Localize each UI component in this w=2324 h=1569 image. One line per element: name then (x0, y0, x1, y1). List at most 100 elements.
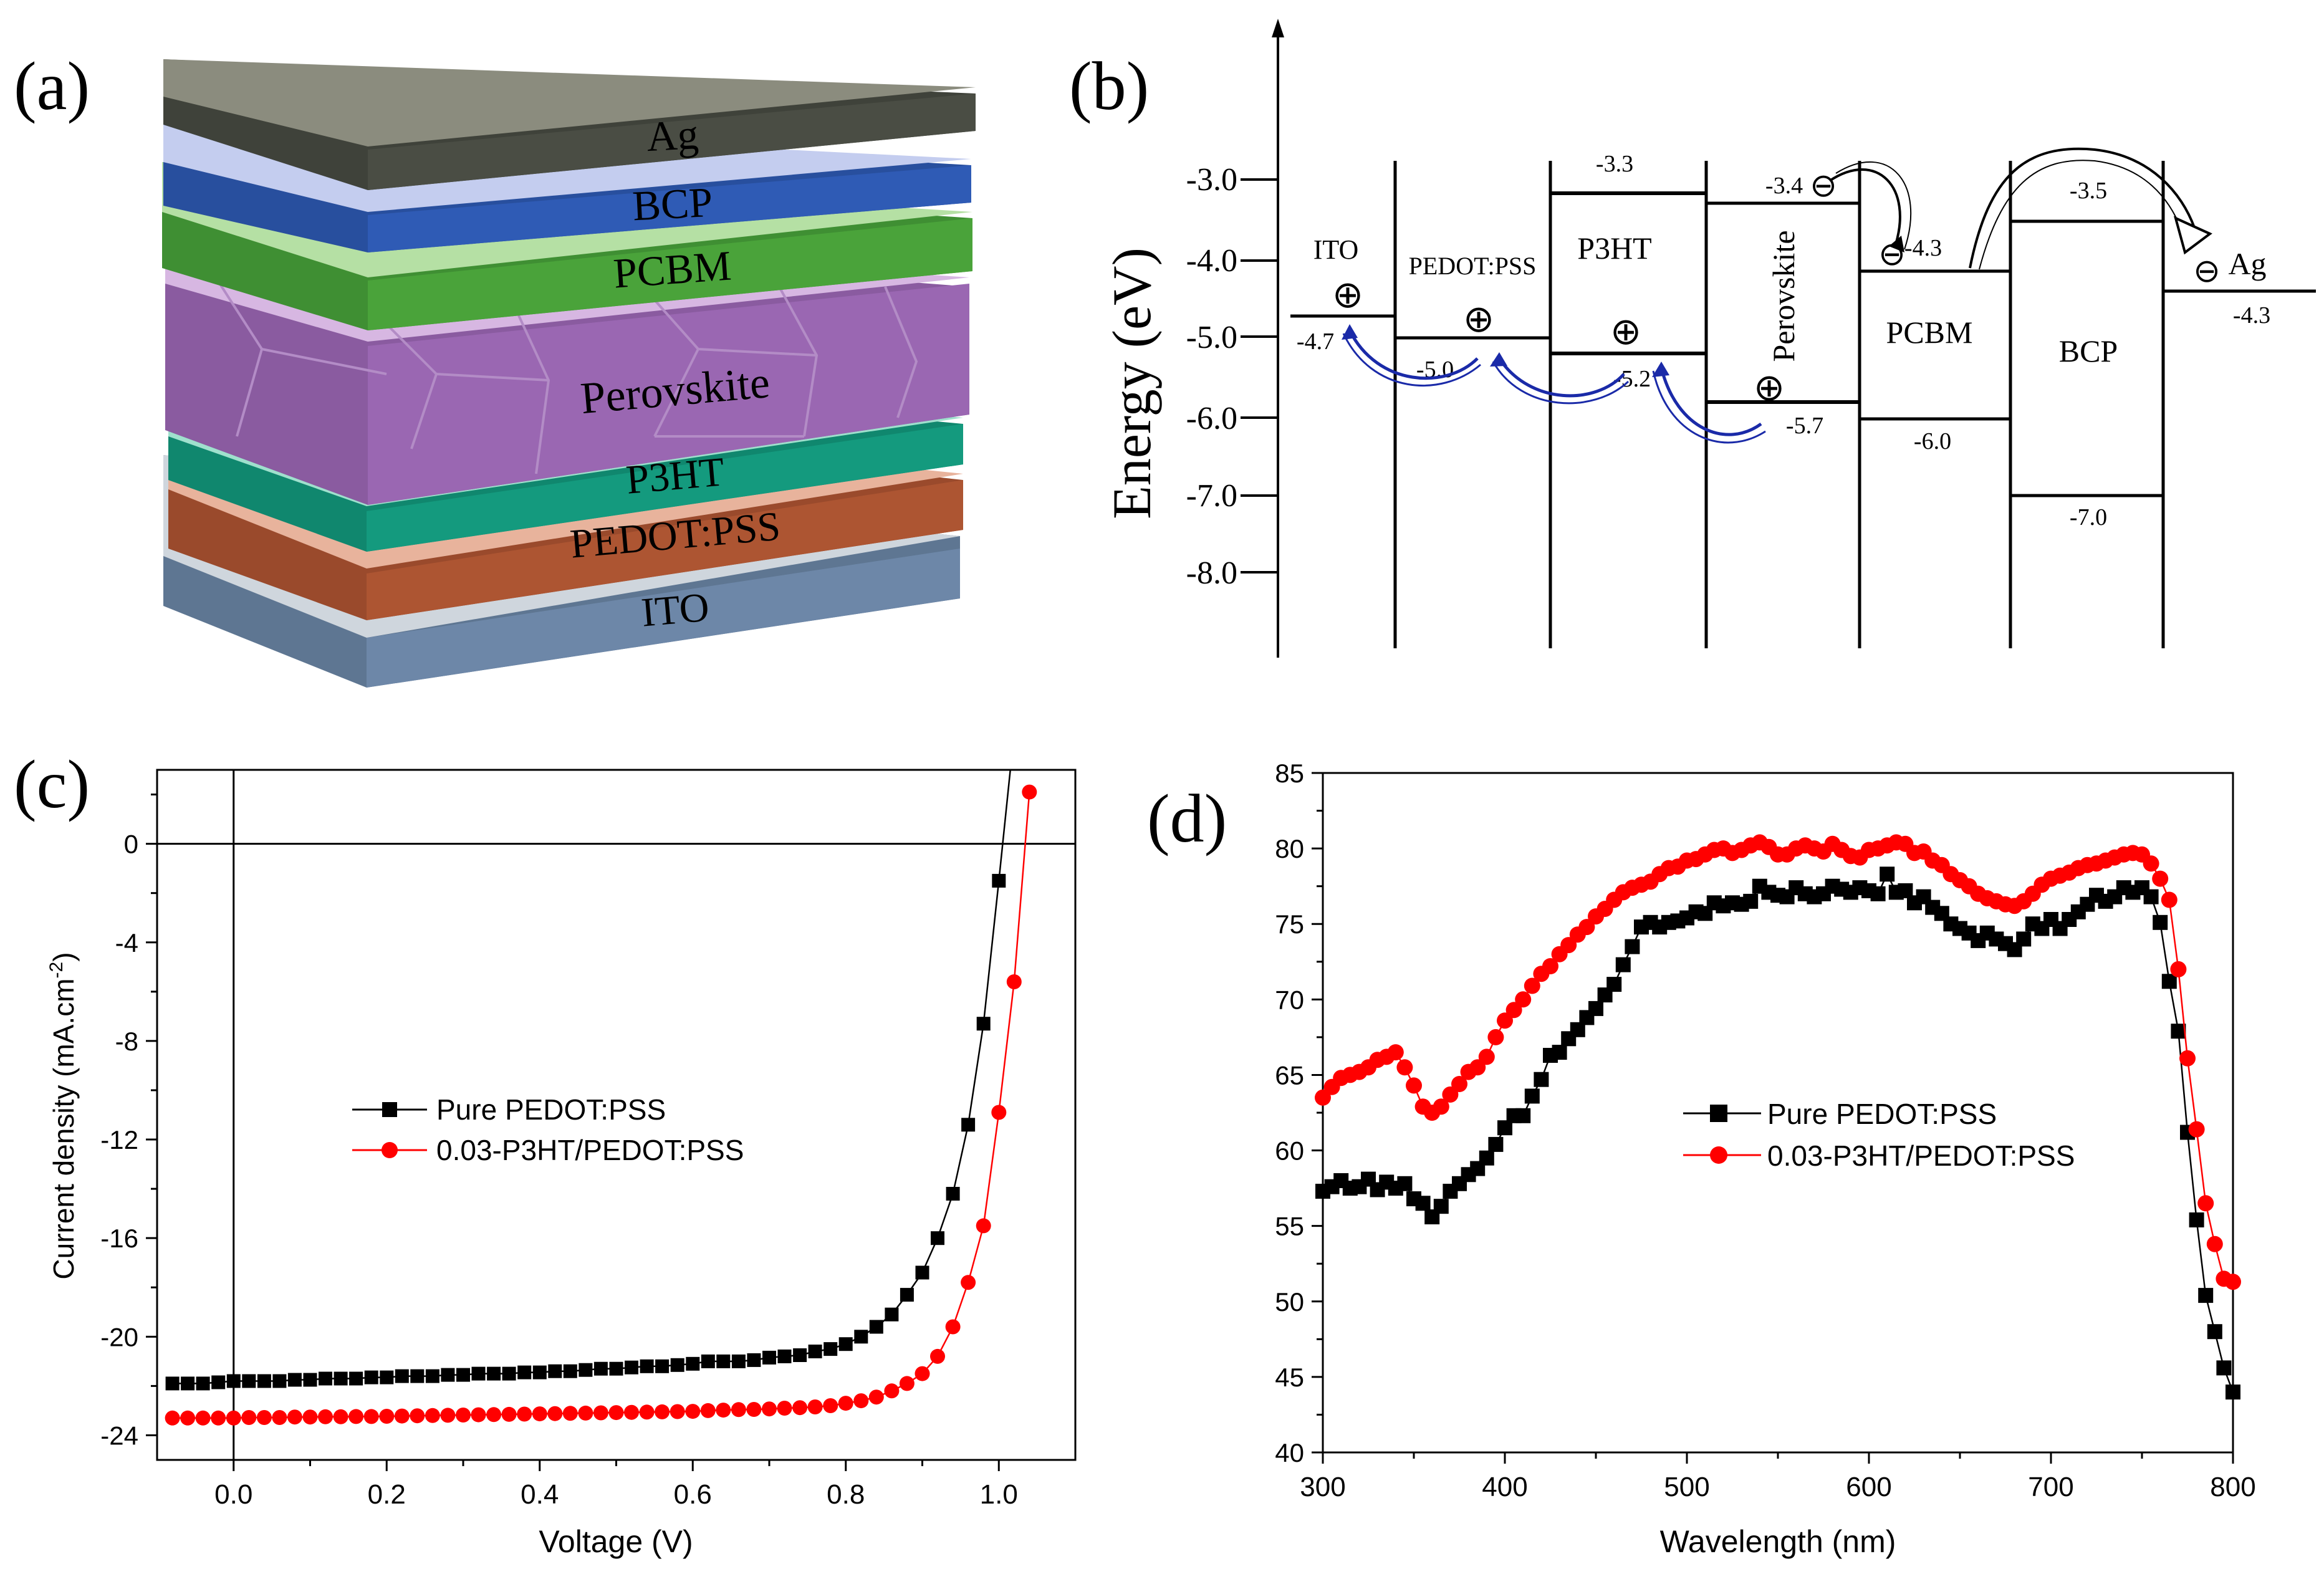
data-point-pure-pedot-pss (563, 1364, 577, 1378)
data-point-p3ht-pedot-pss (547, 1406, 563, 1421)
data-point-p3ht-pedot-pss (440, 1408, 456, 1423)
hole-transfer-arrows (1342, 324, 1766, 444)
data-point-pure-pedot-pss (2143, 889, 2159, 904)
data-point-p3ht-pedot-pss (562, 1406, 578, 1421)
data-point-pure-pedot-pss (625, 1360, 638, 1375)
data-point-p3ht-pedot-pss (1497, 1012, 1513, 1029)
data-point-pure-pedot-pss (1524, 1088, 1540, 1104)
data-point-p3ht-pedot-pss (1387, 1044, 1404, 1061)
data-point-p3ht-pedot-pss (1433, 1098, 1449, 1115)
data-point-p3ht-pedot-pss (302, 1409, 318, 1425)
data-point-pure-pedot-pss (701, 1354, 715, 1368)
data-point-p3ht-pedot-pss (1524, 977, 1540, 994)
data-point-pure-pedot-pss (487, 1366, 501, 1381)
energy-tick-label: -6.0 (1186, 401, 1237, 436)
data-point-p3ht-pedot-pss (685, 1404, 701, 1419)
data-point-p3ht-pedot-pss (379, 1409, 395, 1424)
x-tick-label: 500 (1664, 1472, 1709, 1502)
level-value-p3ht-lumo: -3.3 (1596, 151, 1633, 177)
data-point-p3ht-pedot-pss (287, 1409, 302, 1425)
layer-label-ito: ITO (640, 584, 711, 635)
data-point-pure-pedot-pss (823, 1342, 838, 1356)
data-point-p3ht-pedot-pss (348, 1409, 364, 1424)
data-point-p3ht-pedot-pss (272, 1410, 287, 1425)
legend-marker-p3ht-pedot-pss (1710, 1146, 1727, 1164)
data-point-pure-pedot-pss (1625, 939, 1640, 954)
y-tick-label: -24 (100, 1421, 138, 1450)
x-tick-label: 600 (1846, 1472, 1891, 1502)
data-point-pure-pedot-pss (869, 1320, 883, 1334)
data-point-p3ht-pedot-pss (838, 1396, 853, 1411)
x-tick-label: 400 (1482, 1472, 1527, 1502)
data-point-p3ht-pedot-pss (1442, 1086, 1459, 1103)
data-point-p3ht-pedot-pss (915, 1366, 930, 1381)
data-point-pure-pedot-pss (2207, 1324, 2222, 1340)
layer-label-ag: Ag (645, 110, 699, 160)
data-point-p3ht-pedot-pss (868, 1389, 884, 1405)
data-point-p3ht-pedot-pss (639, 1404, 655, 1420)
y-tick-label: -16 (100, 1224, 138, 1253)
electron-symbol: ⊖ (1810, 168, 1837, 204)
data-point-pure-pedot-pss (242, 1374, 256, 1388)
data-point-p3ht-pedot-pss (2188, 1121, 2205, 1138)
data-point-p3ht-pedot-pss (593, 1405, 608, 1421)
data-point-p3ht-pedot-pss (670, 1404, 685, 1419)
data-point-p3ht-pedot-pss (2179, 1050, 2196, 1067)
data-point-p3ht-pedot-pss (823, 1398, 838, 1413)
hole-symbol: ⊕ (1754, 367, 1785, 408)
legend-marker-pure-pedot-pss (1710, 1105, 1727, 1122)
data-point-pure-pedot-pss (976, 1017, 991, 1031)
data-point-p3ht-pedot-pss (333, 1409, 348, 1424)
data-point-pure-pedot-pss (640, 1359, 654, 1373)
data-point-pure-pedot-pss (2198, 1288, 2214, 1303)
data-point-pure-pedot-pss (731, 1354, 746, 1368)
data-point-p3ht-pedot-pss (777, 1401, 792, 1416)
eqe-plot-content: 300 400 500 600 700 800 40 45 50 55 60 65 70 75 80 85 (1275, 759, 2255, 1502)
level-value-perovskite-cb: -3.4 (1765, 173, 1803, 199)
level-value-perovskite-vb: -5.7 (1786, 413, 1823, 439)
panel-a-label: (a) (14, 48, 90, 124)
y-tick-label: 55 (1275, 1212, 1304, 1241)
data-point-pure-pedot-pss (319, 1371, 332, 1386)
legend-marker-pure-pedot-pss (382, 1102, 397, 1117)
data-point-pure-pedot-pss (2216, 1360, 2232, 1376)
data-point-p3ht-pedot-pss (1505, 1002, 1522, 1019)
material-label-ag: Ag (2228, 246, 2266, 281)
y-axis-label-c: Current density (mA.cm-2) (46, 952, 80, 1279)
data-point-pure-pedot-pss (1534, 1072, 1549, 1087)
data-point-pure-pedot-pss (410, 1369, 425, 1383)
data-point-pure-pedot-pss (808, 1345, 822, 1358)
data-point-p3ht-pedot-pss (2206, 1236, 2223, 1252)
y-tick-label: 65 (1275, 1060, 1304, 1090)
data-point-p3ht-pedot-pss (1478, 1048, 1495, 1065)
data-point-p3ht-pedot-pss (700, 1403, 716, 1418)
panel-d-label: (d) (1147, 780, 1227, 856)
data-point-p3ht-pedot-pss (195, 1410, 211, 1426)
data-point-pure-pedot-pss (593, 1361, 608, 1376)
data-point-pure-pedot-pss (686, 1356, 700, 1371)
data-point-pure-pedot-pss (992, 873, 1006, 888)
data-point-pure-pedot-pss (2016, 931, 2032, 947)
y-tick-label: 75 (1275, 909, 1304, 939)
data-point-p3ht-pedot-pss (226, 1410, 241, 1426)
data-point-pure-pedot-pss (287, 1373, 302, 1387)
data-point-pure-pedot-pss (380, 1370, 394, 1384)
data-point-pure-pedot-pss (181, 1376, 195, 1391)
data-point-pure-pedot-pss (1606, 977, 1622, 992)
x-tick-label: 800 (2210, 1472, 2255, 1502)
data-point-p3ht-pedot-pss (655, 1404, 670, 1419)
data-point-p3ht-pedot-pss (425, 1408, 440, 1423)
data-point-pure-pedot-pss (165, 1376, 180, 1391)
data-point-pure-pedot-pss (1615, 957, 1631, 972)
energy-tick-label: -7.0 (1186, 478, 1237, 514)
data-point-pure-pedot-pss (349, 1371, 363, 1386)
data-point-pure-pedot-pss (900, 1288, 914, 1302)
level-value-bcp-lumo: -3.5 (2070, 178, 2107, 204)
data-point-p3ht-pedot-pss (165, 1410, 180, 1426)
x-tick-label: 0.0 (214, 1479, 252, 1510)
data-point-pure-pedot-pss (502, 1366, 516, 1381)
data-point-pure-pedot-pss (1515, 1108, 1531, 1123)
data-point-p3ht-pedot-pss (1487, 1029, 1504, 1045)
data-point-p3ht-pedot-pss (471, 1407, 486, 1423)
